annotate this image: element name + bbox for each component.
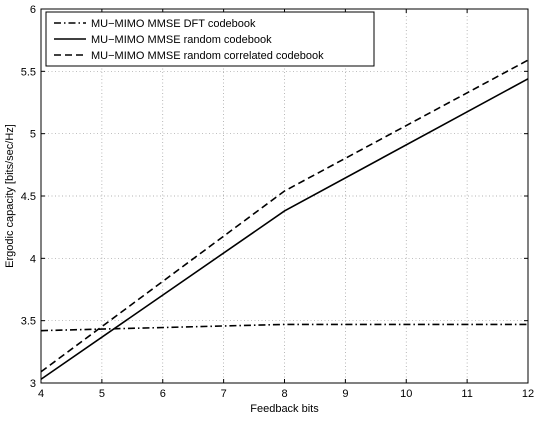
x-tick-label: 9 <box>342 388 348 400</box>
series-lines <box>40 59 529 380</box>
y-tick-label: 6 <box>30 4 36 16</box>
x-tick-label: 12 <box>522 388 534 400</box>
y-tick-label: 3 <box>30 378 36 390</box>
x-tick-label: 10 <box>400 388 412 400</box>
x-tick-label: 5 <box>99 388 105 400</box>
y-axis-label: Ergodic capacity [bits/sec/Hz] <box>4 124 16 268</box>
y-tick-label: 5.5 <box>21 66 36 78</box>
axis-ticks: 4 5 6 7 8 9 10 11 12 3 3.5 4 4.5 5 5.5 6 <box>21 4 534 400</box>
legend-box <box>45 11 375 67</box>
legend: MU−MIMO MMSE DFT codebook MU−MIMO MMSE ra… <box>45 11 375 67</box>
grid <box>41 9 528 383</box>
x-tick-label: 4 <box>38 388 44 400</box>
x-axis-label: Feedback bits <box>250 403 319 415</box>
x-tick-label: 8 <box>281 388 287 400</box>
y-tick-label: 4.5 <box>21 191 36 203</box>
y-tick-label: 4 <box>30 253 36 265</box>
x-tick-label: 6 <box>160 388 166 400</box>
x-tick-label: 7 <box>221 388 227 400</box>
series-line-2 <box>40 78 529 380</box>
x-tick-label: 11 <box>461 388 472 400</box>
y-tick-label: 3.5 <box>21 316 36 328</box>
y-tick-label: 5 <box>30 129 36 141</box>
legend-label-1: MU−MIMO MMSE DFT codebook <box>91 18 256 30</box>
legend-label-2: MU−MIMO MMSE random codebook <box>91 34 272 46</box>
legend-label-3: MU−MIMO MMSE random correlated codebook <box>91 50 324 62</box>
series-line-3 <box>40 59 529 373</box>
